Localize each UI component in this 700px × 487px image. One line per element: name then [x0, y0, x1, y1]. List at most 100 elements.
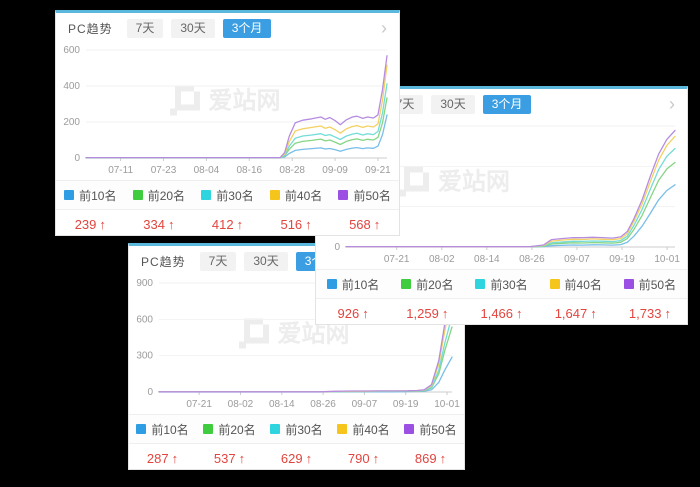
svg-text:08-14: 08-14 — [269, 399, 295, 410]
values-row: 926 ↑ 1,259 ↑ 1,466 ↑ 1,647 ↑ 1,733 ↑ — [316, 298, 687, 327]
legend-item-top20[interactable]: 前20名 — [125, 187, 194, 204]
up-arrow-icon: ↑ — [167, 216, 175, 232]
trend-line-chart: 0 200 400 600 07-11 07-23 08-04 08-16 08-28 09-09… — [63, 45, 391, 176]
panel-title: PC趋势 — [68, 21, 113, 36]
up-arrow-icon: ↑ — [373, 216, 381, 232]
legend-item-top40[interactable]: 前40名 — [262, 187, 331, 204]
tab-30-days[interactable]: 30天 — [244, 251, 288, 271]
svg-text:08-26: 08-26 — [310, 399, 336, 410]
card-header: PC趋势 7天 30天 3个月 › — [56, 13, 399, 43]
svg-text:09-07: 09-07 — [352, 399, 378, 410]
svg-text:09-19: 09-19 — [609, 254, 635, 265]
svg-text:08-16: 08-16 — [237, 165, 263, 176]
svg-text:08-14: 08-14 — [474, 254, 500, 265]
tab-30-days[interactable]: 30天 — [171, 18, 215, 38]
legend-swatch — [404, 424, 415, 434]
up-arrow-icon: ↑ — [516, 305, 523, 321]
tab-3-months[interactable]: 3个月 — [222, 18, 272, 38]
values-row: 287 ↑ 537 ↑ 629 ↑ 790 ↑ 869 ↑ — [129, 443, 464, 472]
chart-area: 爱站网 0 200 400 600 07-11 07-23 08-04 08-16 08-28 0… — [56, 43, 399, 180]
value-top40: 790 ↑ — [347, 450, 380, 466]
value-top30: 1,466 ↑ — [480, 305, 523, 321]
svg-text:09-09: 09-09 — [322, 165, 348, 176]
legend-item-top10[interactable]: 前10名 — [129, 421, 196, 438]
svg-text:09-07: 09-07 — [564, 254, 590, 265]
legend-item-top10[interactable]: 前10名 — [316, 276, 390, 293]
legend-row: 前10名 前20名 前30名 前40名 前50名 — [129, 414, 464, 443]
legend-swatch — [201, 190, 212, 200]
svg-text:08-02: 08-02 — [228, 399, 254, 410]
svg-text:300: 300 — [136, 351, 153, 362]
svg-text:10-01: 10-01 — [654, 254, 680, 265]
svg-text:08-26: 08-26 — [519, 254, 545, 265]
value-top50: 568 ↑ — [349, 216, 381, 232]
up-arrow-icon: ↑ — [372, 450, 380, 466]
panel-title: PC趋势 — [141, 254, 186, 269]
legend-swatch — [337, 424, 348, 434]
aizhan-logo-icon — [238, 318, 269, 349]
watermark-text: 爱站网 — [208, 87, 281, 115]
up-arrow-icon: ↑ — [590, 305, 597, 321]
values-row: 239 ↑ 334 ↑ 412 ↑ 516 ↑ 568 ↑ — [56, 209, 399, 238]
tab-7-days[interactable]: 7天 — [199, 251, 237, 271]
value-top20: 537 ↑ — [213, 450, 246, 466]
value-top10: 926 ↑ — [337, 305, 369, 321]
svg-text:07-23: 07-23 — [151, 165, 177, 176]
value-top10: 239 ↑ — [74, 216, 106, 232]
value-top30: 412 ↑ — [211, 216, 244, 232]
svg-text:09-21: 09-21 — [365, 165, 391, 176]
legend-item-top40[interactable]: 前40名 — [539, 276, 613, 293]
svg-text:07-21: 07-21 — [384, 254, 410, 265]
svg-text:10-01: 10-01 — [434, 399, 460, 410]
chevron-right-icon[interactable]: › — [669, 94, 675, 114]
svg-text:0: 0 — [74, 153, 80, 164]
legend-swatch — [475, 279, 486, 289]
up-arrow-icon: ↑ — [439, 450, 447, 466]
legend-swatch — [270, 424, 281, 434]
up-arrow-icon: ↑ — [664, 305, 671, 321]
legend-item-top50[interactable]: 前50名 — [397, 421, 464, 438]
tab-7-days[interactable]: 7天 — [126, 18, 164, 38]
legend-item-top20[interactable]: 前20名 — [390, 276, 464, 293]
aizhan-logo-icon — [169, 85, 200, 116]
legend-swatch — [203, 424, 214, 434]
svg-text:08-04: 08-04 — [194, 165, 220, 176]
value-top20: 334 ↑ — [143, 216, 175, 232]
value-top50: 869 ↑ — [414, 450, 447, 466]
legend-item-top10[interactable]: 前10名 — [56, 187, 125, 204]
legend-item-top30[interactable]: 前30名 — [464, 276, 538, 293]
value-top50: 1,733 ↑ — [628, 305, 671, 321]
chevron-right-icon[interactable]: › — [381, 18, 387, 38]
legend-swatch — [401, 279, 412, 289]
legend-swatch — [136, 424, 147, 434]
legend-item-top50[interactable]: 前50名 — [613, 276, 687, 293]
svg-text:400: 400 — [63, 81, 80, 92]
up-arrow-icon: ↑ — [171, 450, 179, 466]
value-top40: 516 ↑ — [280, 216, 312, 232]
up-arrow-icon: ↑ — [441, 305, 449, 321]
legend-swatch — [623, 279, 634, 289]
legend-swatch — [326, 279, 337, 289]
tab-3-months[interactable]: 3个月 — [482, 94, 532, 114]
up-arrow-icon: ↑ — [305, 450, 313, 466]
svg-text:08-02: 08-02 — [429, 254, 455, 265]
aizhan-watermark: 爱站网 — [238, 314, 350, 349]
legend-item-top40[interactable]: 前40名 — [330, 421, 397, 438]
legend-item-top30[interactable]: 前30名 — [193, 187, 262, 204]
legend-item-top30[interactable]: 前30名 — [263, 421, 330, 438]
legend-row: 前10名 前20名 前30名 前40名 前50名 — [56, 180, 399, 209]
svg-text:600: 600 — [136, 314, 153, 325]
aizhan-logo-icon — [398, 166, 429, 197]
tab-30-days[interactable]: 30天 — [431, 94, 475, 114]
svg-text:200: 200 — [63, 117, 80, 128]
value-top30: 629 ↑ — [280, 450, 313, 466]
svg-text:09-19: 09-19 — [393, 399, 419, 410]
value-top10: 287 ↑ — [146, 450, 179, 466]
watermark-text: 爱站网 — [277, 320, 350, 348]
up-arrow-icon: ↑ — [236, 216, 244, 232]
legend-item-top20[interactable]: 前20名 — [196, 421, 263, 438]
aizhan-watermark: 爱站网 — [398, 162, 510, 197]
legend-item-top50[interactable]: 前50名 — [330, 187, 399, 204]
aizhan-watermark: 爱站网 — [169, 80, 281, 116]
svg-text:07-11: 07-11 — [108, 165, 133, 176]
